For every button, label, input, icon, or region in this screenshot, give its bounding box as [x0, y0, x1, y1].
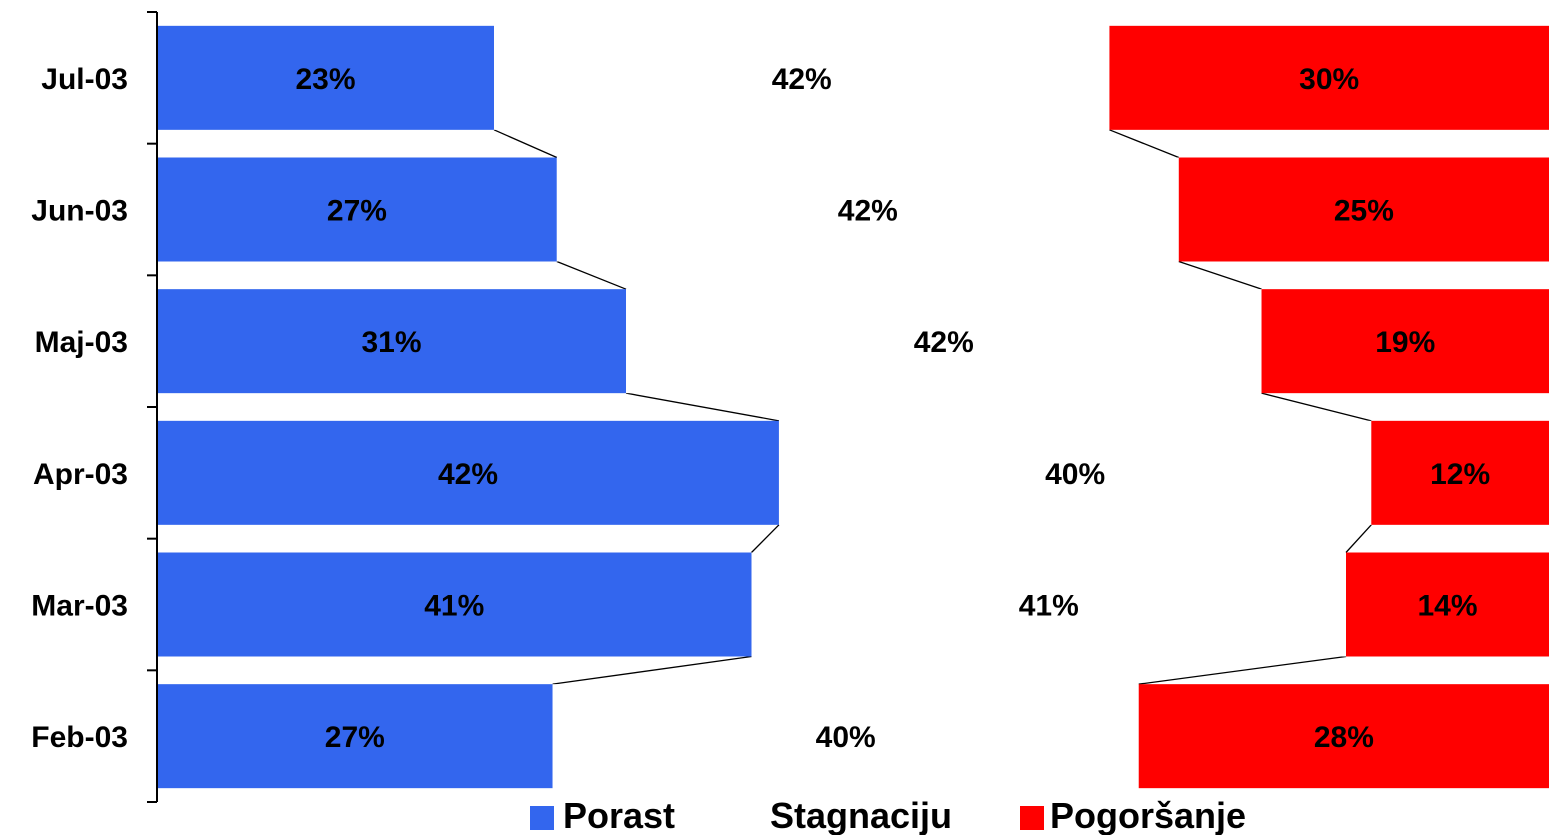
bar-porast-feb-03	[157, 684, 553, 789]
value-label-stagnaciju-jul-03: 42%	[772, 63, 832, 96]
category-label-jul-03: Jul-03	[41, 63, 128, 96]
series-lines	[493, 129, 1372, 685]
legend-swatch-porast	[530, 806, 554, 830]
value-label-pogoršanje-feb-03: 28%	[1314, 721, 1374, 754]
value-label-stagnaciju-feb-03: 40%	[816, 721, 876, 754]
series-line	[1261, 392, 1372, 422]
bar-pogoršanje-jul-03	[1109, 25, 1549, 130]
value-label-porast-apr-03: 42%	[438, 458, 498, 491]
legend-label-porast: Porast	[563, 795, 675, 835]
value-labels: 23% 42% 30% 27% 42% 25% 31% 42% 19% 42% 40% 12% 41% 4…	[295, 63, 1490, 754]
bar-stagnaciju-jul-03	[494, 25, 1110, 130]
value-label-pogoršanje-jul-03: 30%	[1299, 63, 1359, 96]
series-line	[1178, 260, 1262, 290]
bar-porast-apr-03	[157, 420, 779, 525]
category-label-feb-03: Feb-03	[31, 721, 128, 754]
bar-pogoršanje-maj-03	[1261, 289, 1549, 394]
value-label-pogoršanje-mar-03: 14%	[1417, 590, 1477, 623]
value-label-porast-feb-03: 27%	[325, 721, 385, 754]
bar-stagnaciju-jun-03	[556, 157, 1179, 262]
series-line	[625, 392, 780, 422]
value-label-pogoršanje-maj-03: 19%	[1375, 326, 1435, 359]
bar-porast-mar-03	[157, 552, 752, 657]
value-label-stagnaciju-mar-03: 41%	[1019, 590, 1079, 623]
series-line	[556, 260, 627, 290]
category-label-jun-03: Jun-03	[31, 195, 128, 228]
series-line	[493, 129, 558, 159]
bar-pogoršanje-mar-03	[1346, 552, 1549, 657]
legend-swatch-pogoršanje	[1020, 806, 1044, 830]
series-line	[751, 524, 780, 553]
bar-porast-jun-03	[157, 157, 557, 262]
series-line	[1345, 524, 1372, 553]
series-line	[552, 655, 752, 685]
value-label-porast-jun-03: 27%	[327, 195, 387, 228]
value-label-stagnaciju-apr-03: 40%	[1045, 458, 1105, 491]
category-label-apr-03: Apr-03	[33, 458, 128, 491]
value-label-porast-jul-03: 23%	[295, 63, 355, 96]
legend: Porast Stagnaciju Pogoršanje	[530, 795, 1246, 835]
category-labels: Jul-03 Jun-03 Maj-03 Apr-03 Mar-03 Feb-03	[31, 63, 128, 754]
value-label-pogoršanje-jun-03: 25%	[1334, 195, 1394, 228]
bar-pogoršanje-feb-03	[1138, 684, 1549, 789]
bar-stagnaciju-maj-03	[626, 289, 1262, 394]
bar-porast-jul-03	[157, 25, 495, 130]
bar-porast-maj-03	[157, 289, 627, 394]
category-axis	[147, 11, 158, 803]
value-label-porast-mar-03: 41%	[424, 590, 484, 623]
value-label-pogoršanje-apr-03: 12%	[1430, 458, 1490, 491]
legend-label-stagnaciju: Stagnaciju	[770, 795, 952, 835]
bar-stagnaciju-apr-03	[778, 420, 1372, 525]
bar-pogoršanje-apr-03	[1371, 420, 1549, 525]
value-label-porast-maj-03: 31%	[361, 326, 421, 359]
bar-stagnaciju-feb-03	[552, 684, 1139, 789]
series-line	[1109, 129, 1180, 159]
series-line	[1138, 655, 1347, 685]
category-label-maj-03: Maj-03	[35, 326, 128, 359]
value-label-stagnaciju-jun-03: 42%	[838, 195, 898, 228]
category-label-mar-03: Mar-03	[31, 590, 128, 623]
bar-stagnaciju-mar-03	[751, 552, 1346, 657]
bar-pogoršanje-jun-03	[1178, 157, 1549, 262]
bars	[157, 25, 1549, 789]
legend-label-pogoršanje: Pogoršanje	[1050, 795, 1246, 835]
value-label-stagnaciju-maj-03: 42%	[914, 326, 974, 359]
